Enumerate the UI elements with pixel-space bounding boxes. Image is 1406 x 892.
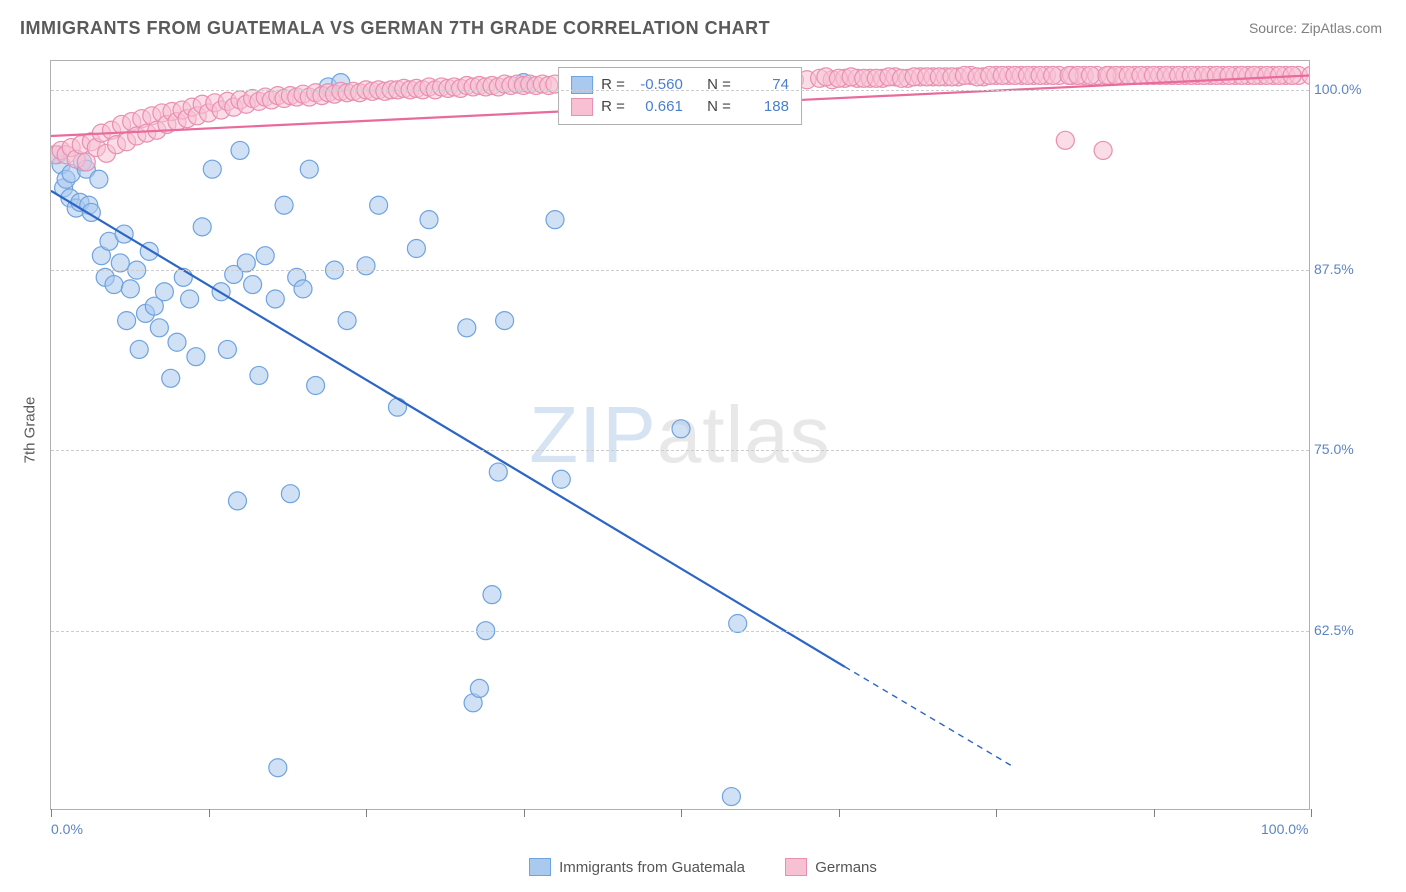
- x-tick: [524, 809, 525, 817]
- x-tick: [1311, 809, 1312, 817]
- r-label-1: R =: [601, 74, 625, 96]
- scatter-point: [483, 586, 501, 604]
- stats-row-1: R = -0.560 N = 74: [571, 74, 789, 96]
- scatter-point: [281, 485, 299, 503]
- scatter-point: [470, 679, 488, 697]
- y-tick-label: 62.5%: [1314, 622, 1379, 638]
- stats-legend: R = -0.560 N = 74 R = 0.661 N = 188: [558, 67, 802, 125]
- scatter-point: [181, 290, 199, 308]
- swatch-series-1: [571, 76, 593, 94]
- n-label-1: N =: [707, 74, 731, 96]
- x-tick: [51, 809, 52, 817]
- scatter-point: [407, 240, 425, 258]
- x-tick: [366, 809, 367, 817]
- r-label-2: R =: [601, 96, 625, 118]
- trend-line: [51, 191, 845, 667]
- scatter-point: [121, 280, 139, 298]
- chart-container: IMMIGRANTS FROM GUATEMALA VS GERMAN 7TH …: [0, 0, 1406, 892]
- scatter-point: [155, 283, 173, 301]
- scatter-point: [552, 470, 570, 488]
- bottom-legend: Immigrants from Guatemala Germans: [0, 858, 1406, 880]
- legend-swatch-2: [785, 858, 807, 876]
- scatter-point: [162, 369, 180, 387]
- r-value-2: 0.661: [633, 96, 683, 118]
- scatter-point: [150, 319, 168, 337]
- x-tick: [209, 809, 210, 817]
- x-tick-label: 0.0%: [51, 821, 83, 837]
- scatter-point: [231, 141, 249, 159]
- legend-swatch-1: [529, 858, 551, 876]
- scatter-point: [187, 348, 205, 366]
- x-tick: [681, 809, 682, 817]
- scatter-point: [496, 312, 514, 330]
- scatter-point: [193, 218, 211, 236]
- scatter-point: [266, 290, 284, 308]
- scatter-point: [294, 280, 312, 298]
- r-value-1: -0.560: [633, 74, 683, 96]
- scatter-point: [244, 276, 262, 294]
- n-label-2: N =: [707, 96, 731, 118]
- scatter-point: [307, 377, 325, 395]
- stats-row-2: R = 0.661 N = 188: [571, 96, 789, 118]
- gridline: [51, 631, 1309, 632]
- scatter-point: [105, 276, 123, 294]
- scatter-point: [1056, 131, 1074, 149]
- gridline: [51, 270, 1309, 271]
- scatter-point: [1044, 66, 1062, 84]
- n-value-2: 188: [739, 96, 789, 118]
- n-value-1: 74: [739, 74, 789, 96]
- scatter-point: [357, 257, 375, 275]
- trend-line-dashed: [845, 667, 1015, 768]
- y-tick-label: 75.0%: [1314, 441, 1379, 457]
- chart-title: IMMIGRANTS FROM GUATEMALA VS GERMAN 7TH …: [20, 18, 770, 39]
- scatter-point: [218, 340, 236, 358]
- scatter-point: [228, 492, 246, 510]
- scatter-point: [489, 463, 507, 481]
- gridline: [51, 90, 1309, 91]
- scatter-point: [1082, 66, 1100, 84]
- scatter-point: [370, 196, 388, 214]
- scatter-point: [168, 333, 186, 351]
- scatter-point: [256, 247, 274, 265]
- scatter-point: [458, 319, 476, 337]
- x-tick: [1154, 809, 1155, 817]
- y-axis-label: 7th Grade: [22, 397, 39, 464]
- scatter-point: [420, 211, 438, 229]
- scatter-point: [1094, 141, 1112, 159]
- scatter-point: [672, 420, 690, 438]
- scatter-point: [118, 312, 136, 330]
- plot-svg: [51, 61, 1309, 809]
- x-tick-label: 100.0%: [1261, 821, 1308, 837]
- gridline: [51, 450, 1309, 451]
- scatter-point: [90, 170, 108, 188]
- scatter-point: [722, 788, 740, 806]
- x-tick: [839, 809, 840, 817]
- scatter-point: [389, 398, 407, 416]
- x-tick: [996, 809, 997, 817]
- legend-item-1: Immigrants from Guatemala: [529, 858, 745, 876]
- legend-item-2: Germans: [785, 858, 877, 876]
- scatter-point: [269, 759, 287, 777]
- y-tick-label: 87.5%: [1314, 261, 1379, 277]
- swatch-series-2: [571, 98, 593, 116]
- scatter-point: [203, 160, 221, 178]
- y-tick-label: 100.0%: [1314, 81, 1379, 97]
- legend-label-2: Germans: [815, 859, 877, 876]
- scatter-point: [546, 211, 564, 229]
- scatter-point: [338, 312, 356, 330]
- source-label: Source: ZipAtlas.com: [1249, 20, 1382, 36]
- legend-label-1: Immigrants from Guatemala: [559, 859, 745, 876]
- scatter-point: [300, 160, 318, 178]
- scatter-point: [250, 366, 268, 384]
- scatter-point: [275, 196, 293, 214]
- plot-area: ZIPatlas R = -0.560 N = 74 R = 0.661 N =…: [50, 60, 1310, 810]
- scatter-point: [130, 340, 148, 358]
